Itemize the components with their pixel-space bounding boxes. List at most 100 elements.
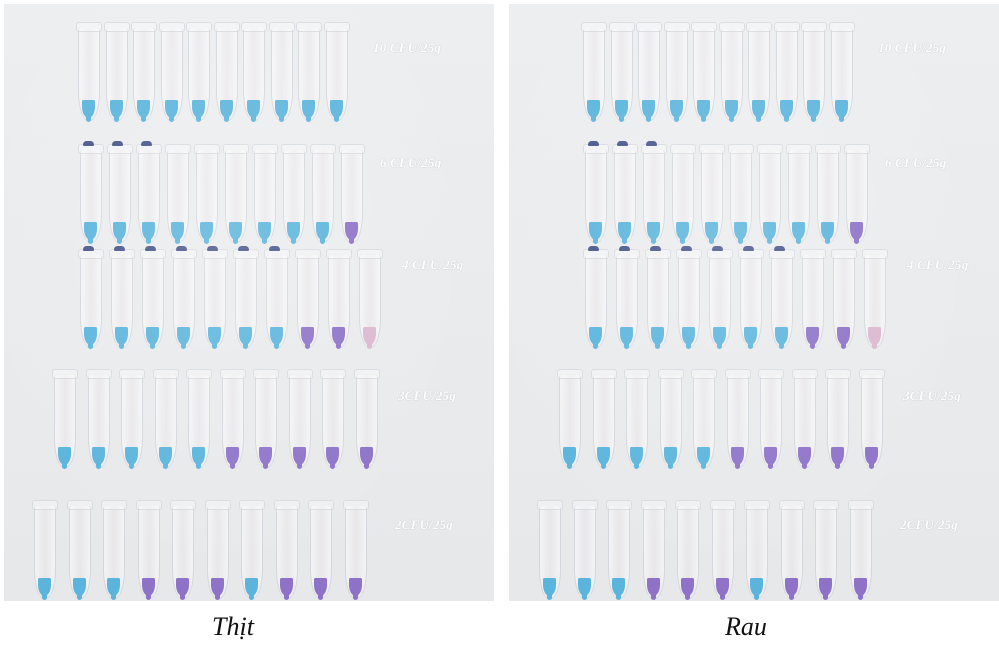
tube-cap (744, 500, 770, 510)
pcr-tube (281, 144, 307, 244)
concentration-label: 6 CFU/25g (380, 155, 442, 170)
tube-liquid-blue (697, 447, 710, 469)
pcr-tube (758, 369, 784, 469)
pcr-tube (323, 22, 350, 122)
tube-liquid-blue (274, 100, 288, 122)
tube-cap (786, 144, 812, 154)
pcr-tube (537, 500, 563, 600)
pcr-tube (308, 500, 334, 600)
pcr-tube (675, 500, 701, 600)
tube-cap (253, 369, 279, 379)
tube-liquid-pink (868, 327, 881, 349)
tube-liquid-blue (618, 222, 631, 244)
tube-cap (66, 500, 93, 510)
concentration-label: 10 CFU/25g (878, 40, 947, 55)
pcr-tube (76, 22, 102, 122)
tube-liquid-purple (292, 447, 306, 469)
pcr-tube (778, 500, 805, 600)
tube-cap (186, 22, 212, 32)
pcr-tube (858, 369, 885, 469)
pcr-tube (663, 22, 690, 122)
tube-cap (239, 500, 265, 510)
pcr-tube (326, 249, 352, 349)
tube-liquid-blue (158, 447, 172, 469)
pcr-tube (624, 369, 650, 469)
cap-marker (176, 246, 187, 251)
cap-marker (238, 246, 249, 251)
pcr-tube (657, 369, 684, 469)
pcr-tube (815, 144, 841, 244)
tube-liquid-blue (146, 327, 159, 349)
pcr-tube (252, 144, 278, 244)
pcr-tube (353, 369, 380, 469)
pcr-tube (286, 369, 313, 469)
tube-liquid-blue (744, 327, 757, 349)
tube-liquid-blue (750, 578, 763, 600)
tube-cap (724, 369, 751, 379)
tube-liquid-purple (326, 447, 339, 469)
tube-cap (813, 500, 839, 510)
pcr-tube (103, 22, 130, 122)
tube-cap (213, 22, 240, 32)
cap-marker (743, 246, 754, 251)
tube-liquid-blue (587, 100, 600, 122)
pcr-tube (801, 22, 827, 122)
pcr-tube (296, 22, 322, 122)
pcr-tube (791, 369, 818, 469)
tube-liquid-purple (359, 447, 373, 469)
tube-cap (339, 144, 365, 154)
cap-marker (588, 141, 599, 146)
tube-cap (537, 500, 563, 510)
pcr-tube (707, 246, 733, 349)
tube-cap (219, 369, 246, 379)
tube-cap (758, 369, 784, 379)
tube-liquid-purple (764, 447, 777, 469)
tube-liquid-blue (676, 222, 689, 244)
cap-marker (207, 246, 218, 251)
pcr-tube (136, 141, 162, 244)
tube-liquid-blue (792, 222, 805, 244)
concentration-label: 3CFU/25g (398, 388, 456, 403)
pcr-tube (52, 369, 78, 469)
tube-cap (757, 144, 783, 154)
tube-liquid-blue (697, 100, 710, 122)
pcr-tube (847, 500, 874, 600)
tube-liquid-blue (171, 222, 184, 244)
tube-liquid-blue (270, 327, 283, 349)
tube-liquid-blue (821, 222, 834, 244)
pcr-tube (219, 369, 246, 469)
pcr-tube (85, 369, 112, 469)
pcr-tube (78, 246, 104, 349)
tube-liquid-blue (577, 578, 591, 600)
pcr-tube (769, 246, 795, 349)
tube-liquid-blue (72, 578, 86, 600)
pcr-tube (268, 22, 295, 122)
cap-marker (269, 246, 280, 251)
pcr-tube (213, 22, 240, 122)
tube-liquid-blue (834, 100, 848, 122)
tube-cap (571, 500, 598, 510)
pcr-tube (32, 500, 58, 600)
pcr-tube (614, 246, 640, 349)
tube-liquid-blue (596, 447, 610, 469)
pcr-tube (828, 22, 855, 122)
cap-marker (681, 246, 692, 251)
tube-cap (76, 22, 102, 32)
pcr-tube (813, 500, 839, 600)
tube-liquid-purple (259, 447, 272, 469)
tube-liquid-blue (84, 327, 97, 349)
pcr-tube (119, 369, 145, 469)
cap-marker (646, 141, 657, 146)
caption-rau: Rau (725, 612, 767, 641)
tube-liquid-blue (647, 222, 660, 244)
pcr-tube (744, 500, 770, 600)
tube-liquid-blue (107, 578, 120, 600)
tube-cap (165, 144, 191, 154)
tube-cap (825, 369, 851, 379)
cap-marker (650, 246, 661, 251)
pcr-tube (691, 369, 717, 469)
tube-cap (728, 144, 754, 154)
tube-liquid-blue (302, 100, 315, 122)
tube-cap (608, 22, 635, 32)
pcr-tube (738, 246, 764, 349)
